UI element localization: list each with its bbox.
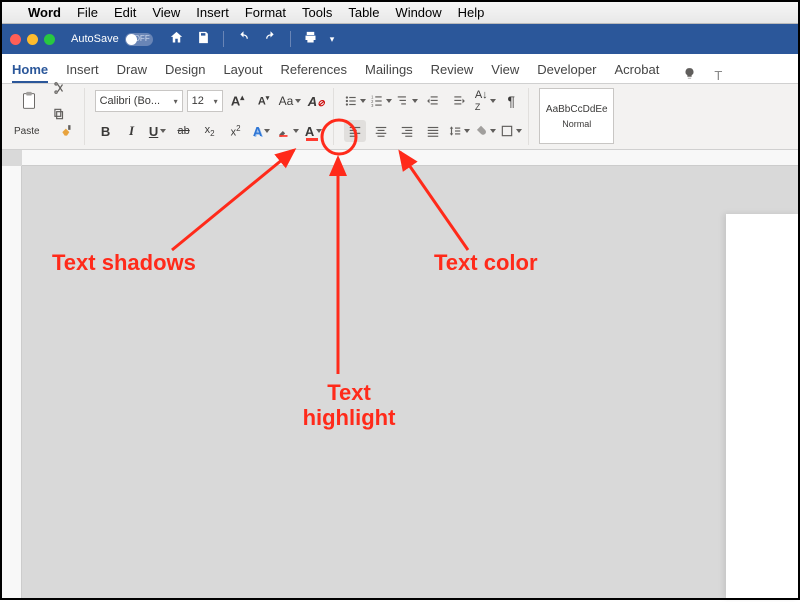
subscript-icon[interactable]: x2 bbox=[199, 120, 221, 142]
ruler-vertical[interactable] bbox=[2, 166, 22, 598]
shading-icon[interactable] bbox=[474, 120, 496, 142]
style-name: Normal bbox=[562, 119, 591, 129]
ruler-horizontal[interactable] bbox=[22, 150, 798, 166]
redo-icon[interactable] bbox=[263, 30, 278, 48]
group-styles: AaBbCcDdEe Normal bbox=[533, 88, 620, 145]
autosave-label: AutoSave bbox=[71, 33, 119, 45]
show-marks-icon[interactable]: ¶ bbox=[500, 90, 522, 112]
change-case-icon[interactable]: Aa bbox=[279, 90, 302, 112]
tab-design[interactable]: Design bbox=[165, 62, 205, 83]
font-size-combo[interactable]: 12▾ bbox=[187, 90, 223, 112]
autosave-toggle[interactable]: OFF bbox=[125, 33, 153, 46]
paste-button[interactable] bbox=[14, 88, 44, 114]
cut-icon[interactable] bbox=[48, 77, 70, 99]
increase-indent-icon[interactable] bbox=[448, 90, 470, 112]
tab-acrobat[interactable]: Acrobat bbox=[615, 62, 660, 83]
menu-edit[interactable]: Edit bbox=[114, 5, 136, 20]
window-controls[interactable] bbox=[10, 34, 55, 45]
superscript-icon[interactable]: x2 bbox=[225, 120, 247, 142]
multilevel-list-icon[interactable] bbox=[396, 90, 418, 112]
divider bbox=[223, 31, 224, 47]
tab-layout[interactable]: Layout bbox=[223, 62, 262, 83]
borders-icon[interactable] bbox=[500, 120, 522, 142]
page[interactable] bbox=[726, 214, 798, 598]
align-right-icon[interactable] bbox=[396, 120, 418, 142]
ribbon: Paste Calibri (Bo...▾ 12▾ A▴ A▾ Aa A⊘ B … bbox=[2, 84, 798, 150]
home-icon[interactable] bbox=[169, 30, 184, 48]
divider bbox=[290, 31, 291, 47]
tell-me-label: T bbox=[714, 68, 722, 83]
document-area bbox=[2, 150, 798, 598]
app-name[interactable]: Word bbox=[28, 5, 61, 20]
tab-developer[interactable]: Developer bbox=[537, 62, 596, 83]
group-clipboard: Paste bbox=[8, 88, 85, 145]
bullets-icon[interactable] bbox=[344, 90, 366, 112]
strikethrough-icon[interactable]: ab bbox=[173, 120, 195, 142]
bold-icon[interactable]: B bbox=[95, 120, 117, 142]
style-normal[interactable]: AaBbCcDdEe Normal bbox=[539, 88, 614, 144]
word-titlebar: AutoSave OFF ▾ bbox=[2, 24, 798, 54]
print-icon[interactable] bbox=[303, 30, 318, 48]
group-font: Calibri (Bo...▾ 12▾ A▴ A▾ Aa A⊘ B I U ab… bbox=[89, 88, 335, 145]
menu-insert[interactable]: Insert bbox=[196, 5, 229, 20]
tab-home[interactable]: Home bbox=[12, 62, 48, 83]
menu-view[interactable]: View bbox=[152, 5, 180, 20]
undo-icon[interactable] bbox=[236, 30, 251, 48]
tab-view[interactable]: View bbox=[491, 62, 519, 83]
macos-menubar: Word File Edit View Insert Format Tools … bbox=[2, 2, 798, 24]
tab-draw[interactable]: Draw bbox=[117, 62, 147, 83]
menu-format[interactable]: Format bbox=[245, 5, 286, 20]
shrink-font-icon[interactable]: A▾ bbox=[253, 90, 275, 112]
format-painter-icon[interactable] bbox=[56, 120, 78, 142]
italic-icon[interactable]: I bbox=[121, 120, 143, 142]
group-paragraph: 123 A↓Z ¶ bbox=[338, 88, 529, 145]
menu-table[interactable]: Table bbox=[348, 5, 379, 20]
sort-icon[interactable]: A↓Z bbox=[474, 90, 496, 112]
clear-format-icon[interactable]: A⊘ bbox=[305, 90, 327, 112]
style-sample: AaBbCcDdEe bbox=[546, 104, 608, 115]
decrease-indent-icon[interactable] bbox=[422, 90, 444, 112]
tab-references[interactable]: References bbox=[281, 62, 347, 83]
ribbon-tabs: Home Insert Draw Design Layout Reference… bbox=[2, 54, 798, 84]
save-icon[interactable] bbox=[196, 30, 211, 48]
menu-file[interactable]: File bbox=[77, 5, 98, 20]
line-spacing-icon[interactable] bbox=[448, 120, 470, 142]
tab-review[interactable]: Review bbox=[431, 62, 474, 83]
highlight-icon[interactable] bbox=[277, 120, 299, 142]
paste-label: Paste bbox=[14, 126, 40, 137]
align-center-icon[interactable] bbox=[370, 120, 392, 142]
svg-text:3: 3 bbox=[371, 103, 374, 108]
align-left-icon[interactable] bbox=[344, 120, 366, 142]
numbering-icon[interactable]: 123 bbox=[370, 90, 392, 112]
chevron-down-icon[interactable]: ▾ bbox=[330, 34, 335, 45]
tab-insert[interactable]: Insert bbox=[66, 62, 99, 83]
menu-help[interactable]: Help bbox=[458, 5, 485, 20]
tab-mailings[interactable]: Mailings bbox=[365, 62, 413, 83]
menu-tools[interactable]: Tools bbox=[302, 5, 332, 20]
font-name-combo[interactable]: Calibri (Bo...▾ bbox=[95, 90, 183, 112]
underline-icon[interactable]: U bbox=[147, 120, 169, 142]
text-effects-icon[interactable]: A bbox=[251, 120, 273, 142]
font-color-icon[interactable]: A bbox=[303, 120, 325, 142]
grow-font-icon[interactable]: A▴ bbox=[227, 90, 249, 112]
tell-me-icon[interactable] bbox=[683, 67, 696, 83]
menu-window[interactable]: Window bbox=[395, 5, 441, 20]
autosave-control[interactable]: AutoSave OFF bbox=[71, 33, 153, 46]
justify-icon[interactable] bbox=[422, 120, 444, 142]
